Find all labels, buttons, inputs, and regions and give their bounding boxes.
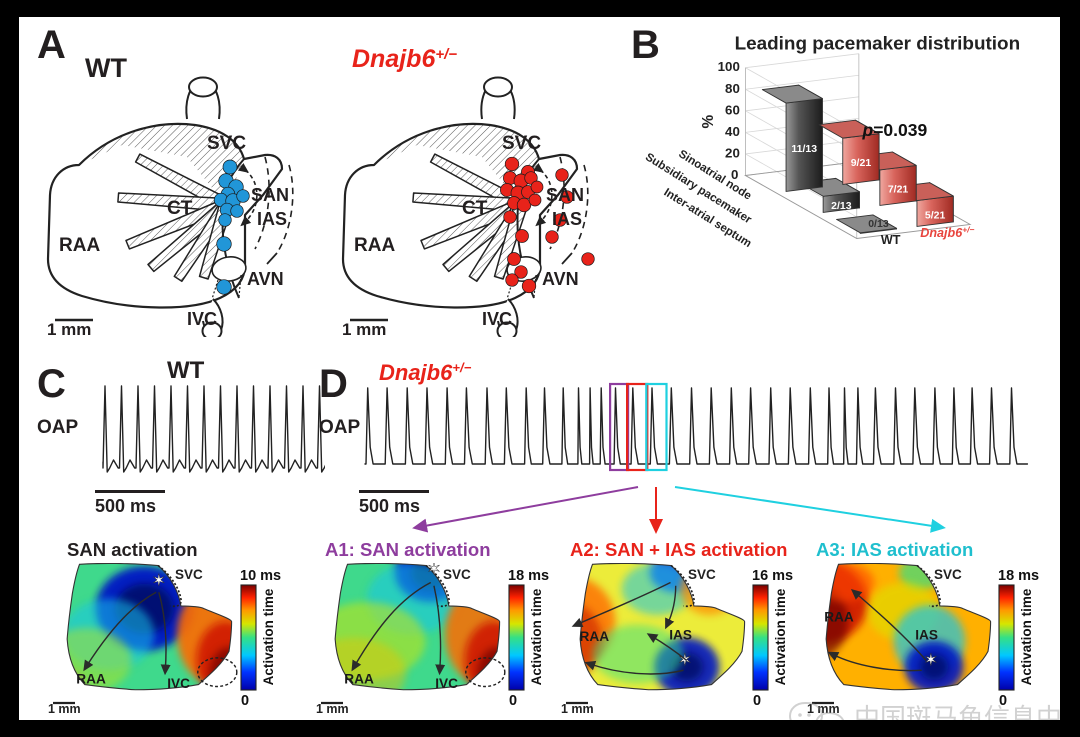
svg-text:RAA: RAA: [76, 671, 106, 686]
svg-text:20: 20: [725, 145, 740, 160]
svg-text:10 ms: 10 ms: [240, 568, 281, 584]
svg-text:IVC: IVC: [435, 676, 458, 691]
svg-text:✶: ✶: [427, 563, 441, 579]
svg-text:5/21: 5/21: [925, 209, 946, 221]
svg-text:IVC: IVC: [187, 309, 217, 329]
svg-text:2/13: 2/13: [831, 200, 852, 212]
svg-text:Activation time: Activation time: [529, 588, 544, 685]
svg-text:Activation time: Activation time: [261, 588, 276, 685]
svg-text:16 ms: 16 ms: [752, 568, 793, 584]
svg-text:RAA: RAA: [824, 610, 854, 625]
svg-text:WT: WT: [85, 53, 127, 83]
svg-text:IVC: IVC: [482, 309, 512, 329]
svg-text:100: 100: [718, 59, 740, 74]
svg-text:SVC: SVC: [502, 133, 541, 154]
svg-text:SVC: SVC: [443, 567, 471, 582]
svg-text:RAA: RAA: [354, 235, 395, 256]
svg-text:1 mm: 1 mm: [561, 702, 594, 713]
svg-text:11/13: 11/13: [791, 143, 817, 155]
svg-text:IVC: IVC: [167, 676, 190, 691]
svg-text:SVC: SVC: [175, 567, 203, 582]
svg-text:CT: CT: [167, 198, 193, 219]
svg-text:SVC: SVC: [934, 567, 962, 582]
svg-text:0/13: 0/13: [868, 218, 889, 230]
svg-text:60: 60: [725, 102, 740, 117]
svg-text:IAS: IAS: [915, 628, 938, 643]
svg-text:CT: CT: [462, 198, 488, 219]
svg-text:7/21: 7/21: [888, 183, 909, 195]
svg-text:AVN: AVN: [247, 269, 284, 289]
svg-text:IAS: IAS: [257, 209, 287, 229]
svg-text:Activation time: Activation time: [773, 588, 788, 685]
svg-text:Leading pacemaker distribution: Leading pacemaker distribution: [735, 34, 1021, 55]
svg-text:18 ms: 18 ms: [998, 568, 1039, 584]
svg-text:Dnajb6+/−: Dnajb6+/−: [352, 45, 457, 73]
svg-text:p=0.039: p=0.039: [861, 120, 927, 140]
svg-text:SVC: SVC: [688, 567, 716, 582]
svg-text:RAA: RAA: [344, 671, 374, 686]
svg-text:18 ms: 18 ms: [508, 568, 549, 584]
svg-text:1 mm: 1 mm: [48, 702, 81, 713]
svg-text:Activation time: Activation time: [1019, 588, 1034, 685]
svg-text:IAS: IAS: [669, 628, 692, 643]
svg-text:SAN: SAN: [546, 185, 584, 205]
svg-text:1 mm: 1 mm: [342, 320, 386, 337]
svg-text:RAA: RAA: [59, 235, 100, 256]
svg-text:✶: ✶: [152, 571, 166, 590]
svg-text:WT: WT: [881, 233, 901, 247]
svg-text:✶: ✶: [678, 651, 692, 670]
svg-text:40: 40: [725, 124, 740, 139]
svg-text:AVN: AVN: [542, 269, 579, 289]
svg-text:1 mm: 1 mm: [316, 702, 349, 713]
svg-text:0: 0: [509, 693, 517, 709]
svg-text:9/21: 9/21: [851, 157, 872, 169]
svg-text:1 mm: 1 mm: [47, 320, 91, 337]
svg-text:0: 0: [753, 693, 761, 709]
svg-text:RAA: RAA: [580, 629, 610, 644]
svg-text:0: 0: [241, 693, 249, 709]
svg-text:80: 80: [725, 81, 740, 96]
svg-text:中国斑马鱼信息中心: 中国斑马鱼信息中心: [854, 703, 1060, 720]
svg-text:IAS: IAS: [552, 209, 582, 229]
svg-text:SVC: SVC: [207, 133, 246, 154]
svg-text:%: %: [700, 114, 717, 128]
svg-text:SAN: SAN: [251, 185, 289, 205]
